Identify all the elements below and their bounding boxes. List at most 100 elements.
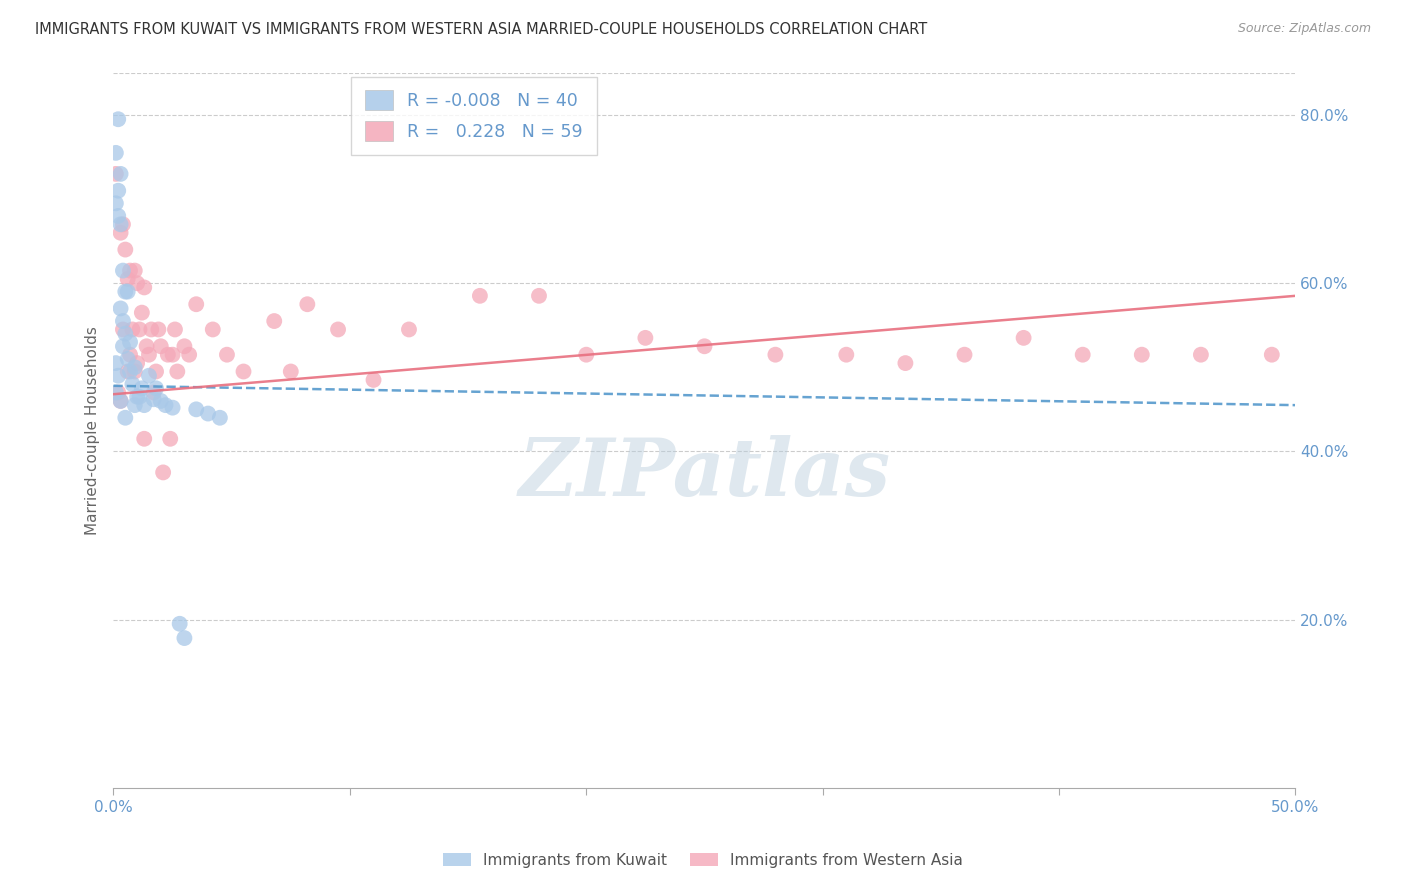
Point [114,410,136,425]
Point [263,314,285,328]
Point [114,285,136,299]
Point [107,209,129,223]
Point [117,272,139,286]
Point [186,297,208,311]
Point [162,348,184,362]
Point [118,263,141,277]
Point [134,280,156,294]
Point [111,218,134,232]
Point [124,364,146,378]
Point [111,322,134,336]
Point [179,348,201,362]
Point [527,289,550,303]
Text: ZIPatlas: ZIPatlas [519,434,890,512]
Point [131,381,153,395]
Point [575,348,598,362]
Point [110,226,132,240]
Point [693,339,716,353]
Point [111,263,134,277]
Point [107,112,129,127]
Point [142,385,165,400]
Point [124,398,146,412]
Point [169,616,191,631]
Point [128,390,150,404]
Point [121,322,143,336]
Point [104,385,127,400]
Point [1012,331,1035,345]
Point [208,410,231,425]
Point [145,364,167,378]
Point [134,398,156,412]
Point [280,364,302,378]
Point [121,377,143,392]
Point [138,368,160,383]
Point [159,432,181,446]
Point [111,314,134,328]
Point [138,348,160,362]
Point [468,289,491,303]
Point [326,322,349,336]
Point [124,360,146,375]
Point [142,392,165,407]
Text: Source: ZipAtlas.com: Source: ZipAtlas.com [1237,22,1371,36]
Point [118,364,141,378]
Point [124,263,146,277]
Point [104,196,127,211]
Point [104,167,127,181]
Point [127,276,149,290]
Point [634,331,657,345]
Point [201,322,224,336]
Point [107,368,129,383]
Point [297,297,319,311]
Point [1189,348,1212,362]
Point [197,407,219,421]
Point [117,351,139,366]
Point [107,184,129,198]
Point [110,393,132,408]
Point [363,373,385,387]
Point [155,398,177,412]
Point [118,334,141,349]
Point [128,322,150,336]
Point [149,393,172,408]
Point [163,322,186,336]
Point [186,402,208,417]
Text: IMMIGRANTS FROM KUWAIT VS IMMIGRANTS FROM WESTERN ASIA MARRIED-COUPLE HOUSEHOLDS: IMMIGRANTS FROM KUWAIT VS IMMIGRANTS FRO… [35,22,928,37]
Point [1130,348,1153,362]
Point [215,348,238,362]
Point [894,356,917,370]
Point [110,301,132,316]
Point [1261,348,1284,362]
Point [763,348,786,362]
Point [173,631,195,645]
Point [114,326,136,341]
Point [232,364,254,378]
Point [117,364,139,378]
Point [110,393,132,408]
Point [135,339,157,353]
Point [118,348,141,362]
Point [110,167,132,181]
Point [152,466,174,480]
Point [835,348,858,362]
Point [149,339,172,353]
Point [110,218,132,232]
Point [162,401,184,415]
Point [141,322,163,336]
Point [134,432,156,446]
Point [127,356,149,370]
Point [156,348,179,362]
Point [173,339,195,353]
Point [104,356,127,370]
Point [953,348,976,362]
Point [1071,348,1094,362]
Point [148,322,170,336]
Point [398,322,420,336]
Point [166,364,188,378]
Legend: R = -0.008   N = 40, R =   0.228   N = 59: R = -0.008 N = 40, R = 0.228 N = 59 [352,77,596,155]
Point [127,390,149,404]
Y-axis label: Married-couple Households: Married-couple Households [86,326,100,535]
Point [114,243,136,257]
Legend: Immigrants from Kuwait, Immigrants from Western Asia: Immigrants from Kuwait, Immigrants from … [436,845,970,875]
Point [111,339,134,353]
